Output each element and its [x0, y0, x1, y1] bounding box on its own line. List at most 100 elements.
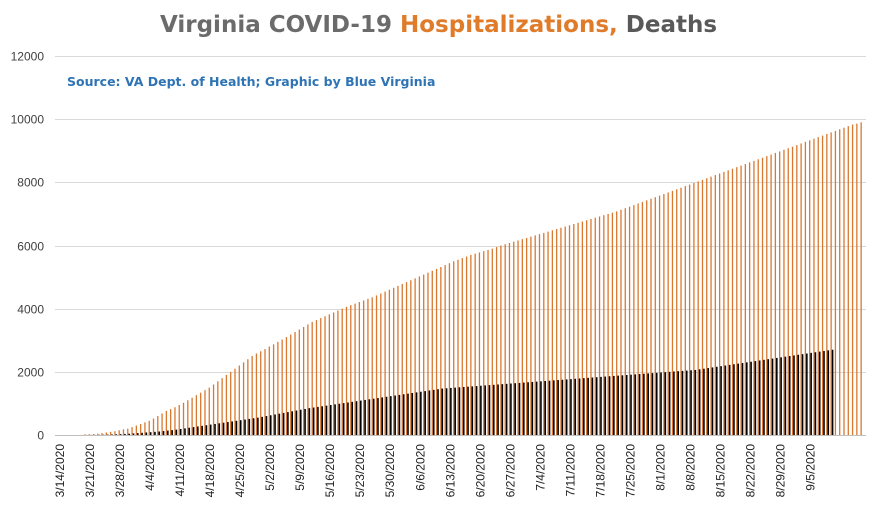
- bar-hospitalizations: [809, 140, 811, 435]
- bar-hospitalizations: [371, 297, 373, 435]
- bar-hospitalizations: [332, 312, 335, 435]
- bar-deaths: [544, 380, 547, 435]
- bar-hospitalizations: [654, 197, 656, 435]
- bar-hospitalizations: [641, 201, 644, 435]
- x-tick-label: 3/21/2020: [83, 444, 97, 498]
- bar-deaths: [420, 391, 422, 435]
- bar-deaths: [188, 427, 191, 435]
- chart-title-part-1: Virginia COVID-19: [159, 12, 400, 38]
- bar-hospitalizations: [779, 151, 781, 435]
- y-tick-label: 2000: [17, 366, 44, 380]
- bar-deaths: [317, 406, 319, 435]
- bar-hospitalizations: [633, 205, 635, 435]
- bar-deaths: [257, 417, 259, 435]
- y-tick-label: 10000: [11, 113, 45, 127]
- bar-deaths: [617, 375, 619, 435]
- x-tick-label: 4/25/2020: [233, 444, 247, 498]
- bar-hospitalizations: [285, 337, 288, 435]
- bar-hospitalizations: [444, 265, 446, 435]
- bar-hospitalizations: [688, 184, 691, 435]
- x-tick-label: 8/1/2020: [653, 444, 667, 491]
- bar-deaths: [630, 374, 632, 435]
- bar-hospitalizations: [611, 212, 614, 435]
- bar-hospitalizations: [508, 242, 511, 435]
- bar-hospitalizations: [796, 145, 798, 435]
- bar-hospitalizations: [573, 224, 575, 435]
- bar-deaths: [501, 384, 504, 435]
- bar-hospitalizations: [714, 175, 716, 435]
- bar-hospitalizations: [504, 244, 506, 435]
- bar-deaths: [360, 400, 362, 435]
- bar-deaths: [655, 372, 658, 435]
- bar-hospitalizations: [427, 272, 429, 435]
- bar-deaths: [411, 392, 414, 435]
- bar-hospitalizations: [680, 187, 682, 435]
- bar-deaths: [823, 350, 825, 435]
- bar-hospitalizations: [586, 220, 588, 435]
- bar-hospitalizations: [234, 368, 236, 435]
- bar-hospitalizations: [131, 427, 133, 435]
- bar-hospitalizations: [598, 216, 601, 435]
- bar-deaths: [209, 424, 212, 435]
- bar-hospitalizations: [731, 168, 734, 435]
- bar-hospitalizations: [774, 152, 777, 435]
- bar-hospitalizations: [736, 167, 738, 436]
- bar-deaths: [437, 389, 439, 435]
- bar-hospitalizations: [500, 245, 502, 435]
- bar-deaths: [394, 395, 396, 435]
- bar-hospitalizations: [603, 215, 605, 435]
- bar-hospitalizations: [748, 162, 751, 435]
- bar-hospitalizations: [230, 371, 232, 435]
- bar-hospitalizations: [221, 378, 223, 435]
- bar-deaths: [342, 403, 345, 435]
- bar-hospitalizations: [135, 425, 137, 435]
- bar-deaths: [111, 434, 113, 435]
- bar-deaths: [278, 413, 281, 435]
- bar-deaths: [145, 432, 148, 435]
- bar-hospitalizations: [470, 254, 472, 435]
- bar-hospitalizations: [388, 289, 391, 435]
- bar-hospitalizations: [624, 208, 626, 435]
- bar-deaths: [677, 371, 679, 435]
- y-tick-label: 8000: [17, 176, 44, 190]
- bar-hospitalizations: [328, 314, 330, 435]
- bar-hospitalizations: [551, 230, 554, 435]
- bar-deaths: [600, 376, 602, 435]
- bar-hospitalizations: [568, 225, 571, 435]
- bar-hospitalizations: [161, 413, 163, 435]
- bar-hospitalizations: [182, 402, 185, 435]
- bar-deaths: [368, 399, 371, 435]
- bar-deaths: [291, 411, 293, 435]
- bar-deaths: [197, 426, 199, 435]
- bar-hospitalizations: [671, 190, 674, 435]
- bar-deaths: [484, 385, 486, 435]
- x-tick-label: 6/13/2020: [443, 444, 457, 498]
- bar-deaths: [162, 431, 165, 435]
- bar-deaths: [171, 430, 173, 435]
- x-tick-label: 4/4/2020: [143, 444, 157, 491]
- bar-deaths: [595, 377, 598, 435]
- bar-deaths: [613, 375, 615, 435]
- bar-hospitalizations: [187, 400, 189, 435]
- bar-deaths: [664, 372, 667, 435]
- bar-deaths: [432, 389, 435, 435]
- bar-deaths: [660, 372, 662, 435]
- bar-deaths: [548, 380, 551, 435]
- bar-deaths: [372, 398, 375, 435]
- bar-deaths: [788, 356, 791, 435]
- bar-hospitalizations: [397, 285, 399, 435]
- bar-hospitalizations: [354, 303, 356, 435]
- bar-deaths: [488, 385, 491, 435]
- bar-hospitalizations: [272, 344, 275, 435]
- bar-deaths: [295, 410, 298, 435]
- bar-deaths: [737, 363, 740, 435]
- bar-deaths: [647, 373, 649, 435]
- bar-deaths: [570, 379, 572, 435]
- bar-hospitalizations: [697, 181, 699, 435]
- bar-hospitalizations: [212, 384, 215, 435]
- bar-deaths: [458, 387, 461, 435]
- bar-deaths: [132, 433, 135, 435]
- bar-deaths: [471, 386, 474, 435]
- bar-deaths: [681, 370, 684, 435]
- bar-deaths: [797, 354, 800, 435]
